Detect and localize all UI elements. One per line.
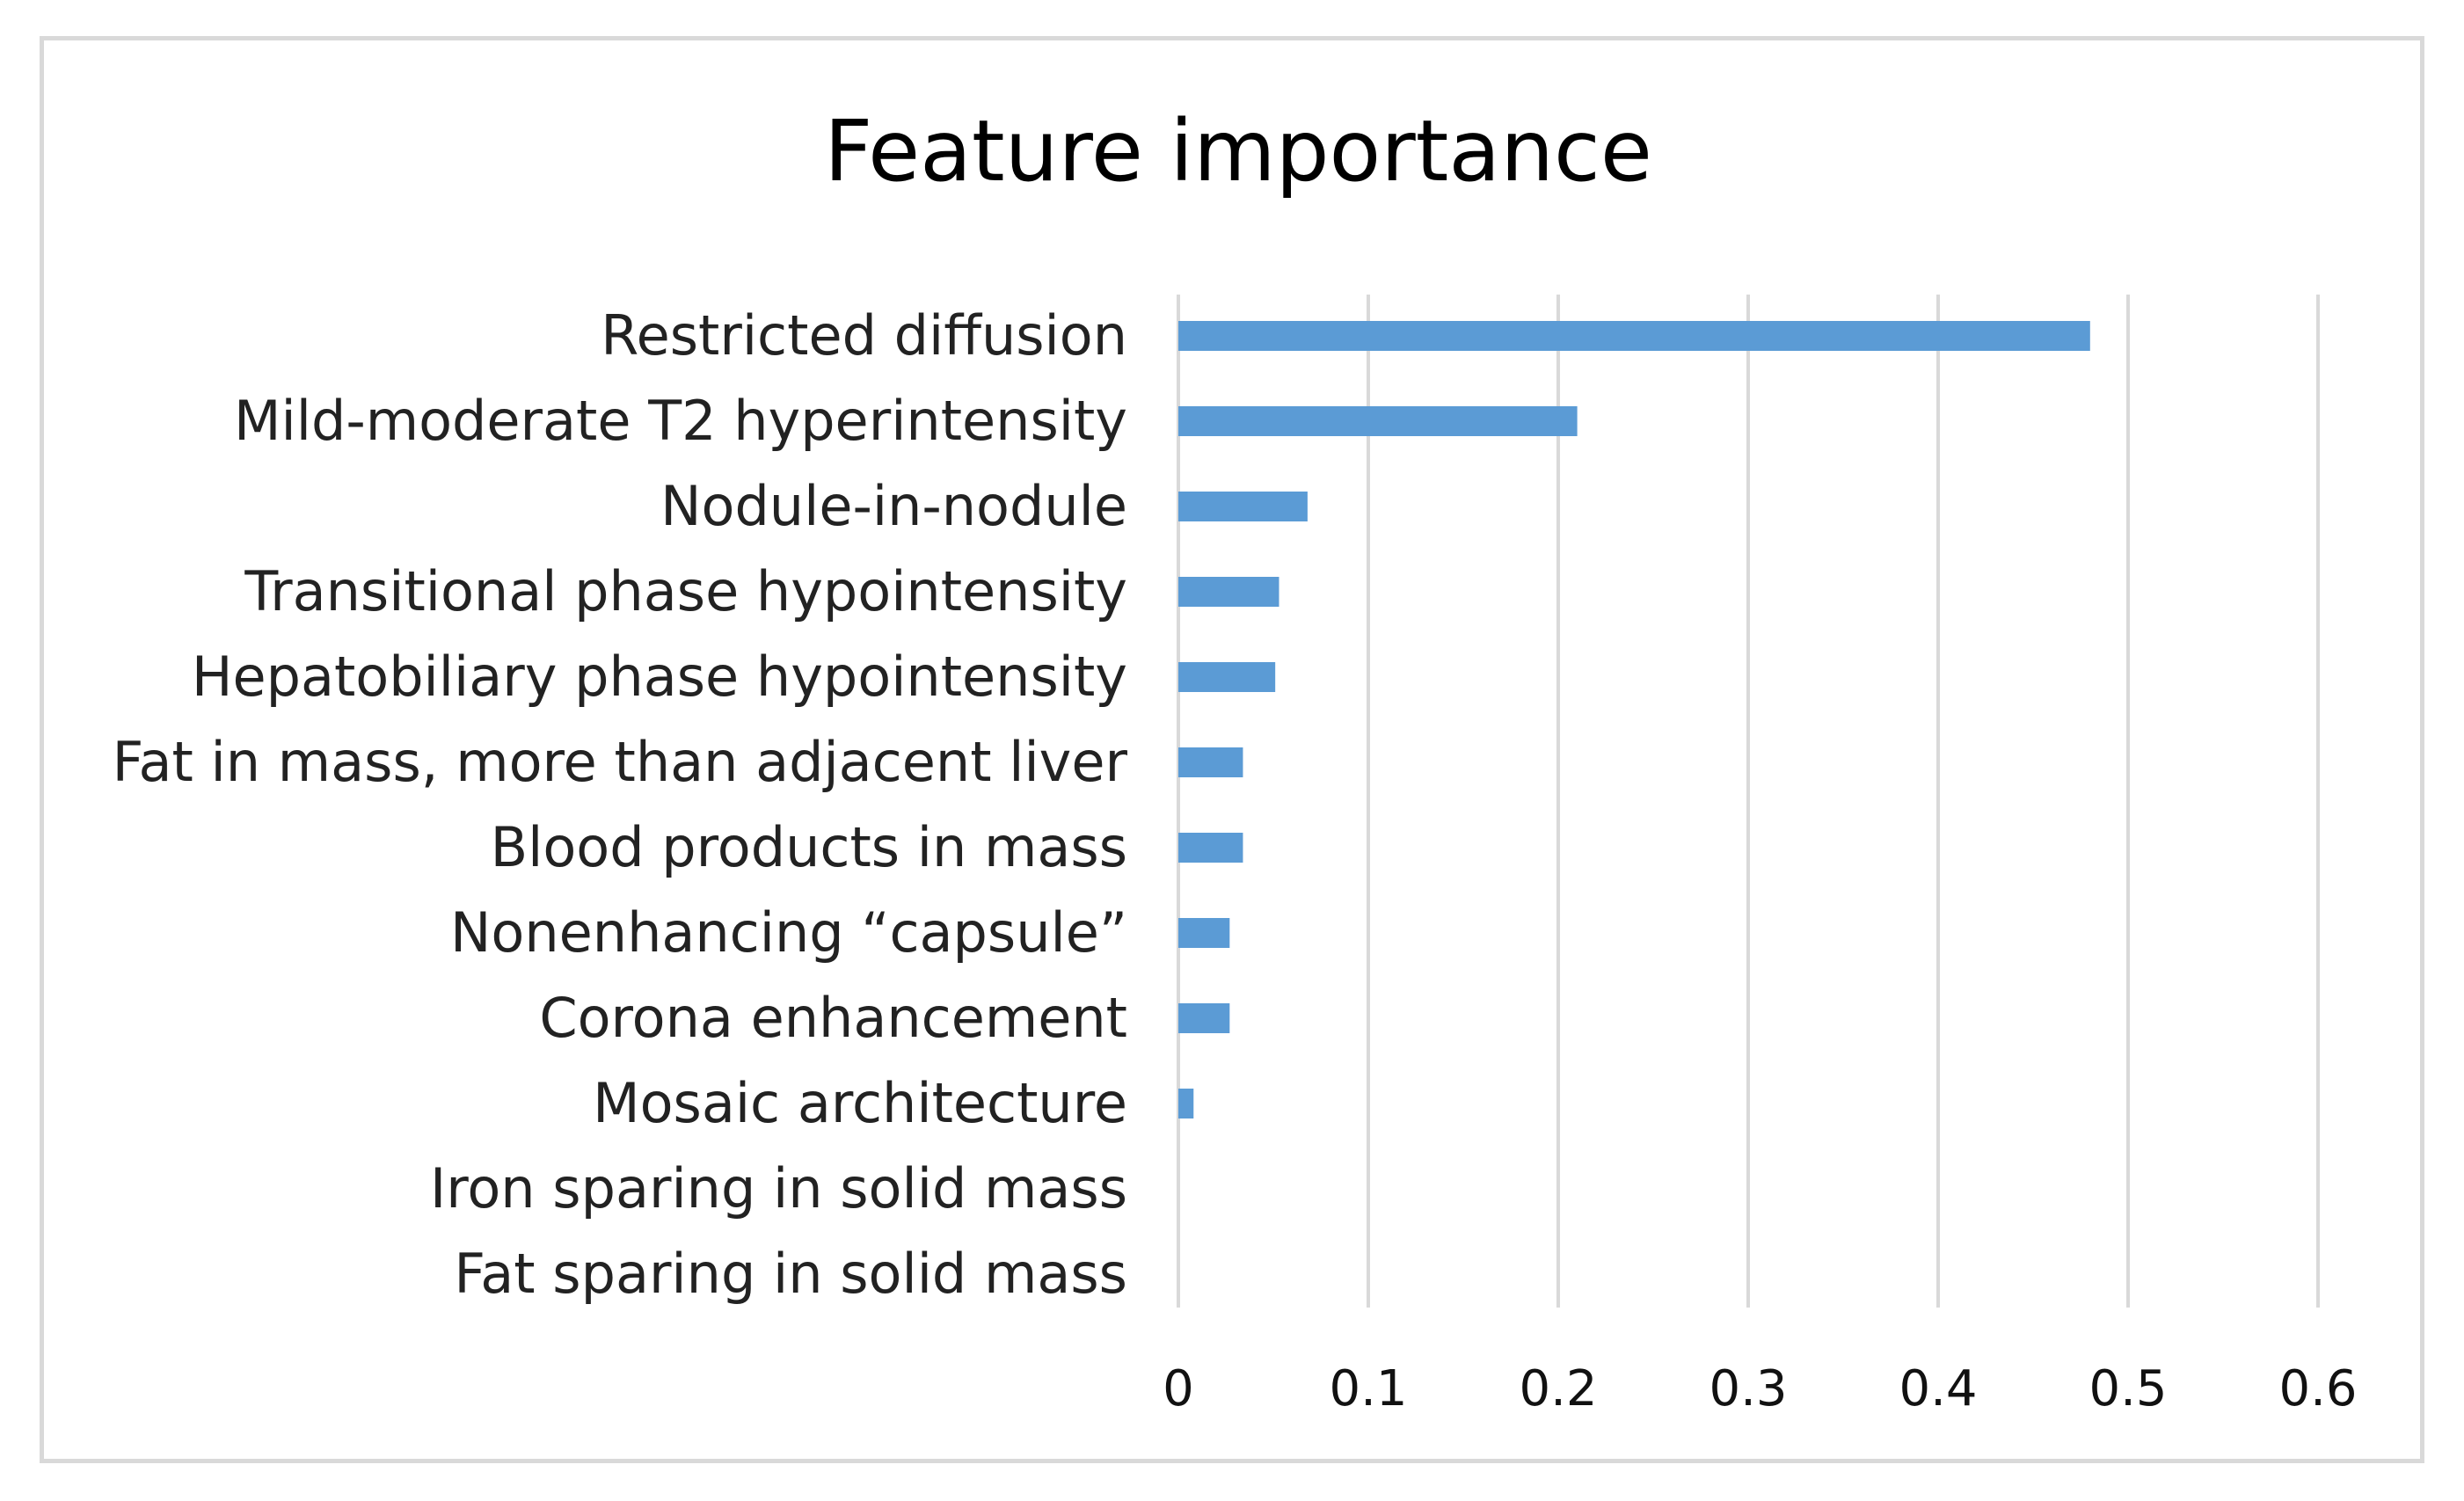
grid-lines [1177, 295, 2320, 1308]
bar-8 [1178, 1003, 1230, 1033]
category-label-9: Mosaic architecture [593, 1071, 1127, 1135]
x-tick-label-0: 0 [1163, 1360, 1194, 1417]
category-label-6: Blood products in mass [491, 815, 1127, 879]
category-label-5: Fat in mass, more than adjacent liver [113, 730, 1128, 794]
bar-3 [1178, 577, 1279, 607]
x-tick-label-1: 0.1 [1329, 1360, 1407, 1417]
category-labels: Restricted diffusion Mild-moderate T2 hyp… [113, 303, 1128, 1306]
category-label-7: Nonenhancing “capsule” [450, 900, 1127, 965]
category-label-11: Fat sparing in solid mass [454, 1242, 1127, 1306]
bar-1 [1178, 406, 1578, 436]
bars [1178, 321, 2090, 1118]
category-label-8: Corona enhancement [539, 986, 1127, 1050]
bar-6 [1178, 833, 1243, 863]
x-tick-label-2: 0.2 [1519, 1360, 1597, 1417]
category-label-1: Mild-moderate T2 hyperintensity [234, 389, 1127, 453]
category-label-10: Iron sparing in solid mass [430, 1156, 1127, 1220]
category-label-2: Nodule-in-nodule [660, 474, 1127, 538]
bar-0 [1178, 321, 2090, 351]
x-tick-label-5: 0.5 [2089, 1360, 2167, 1417]
x-tick-label-4: 0.4 [1899, 1360, 1977, 1417]
category-label-0: Restricted diffusion [601, 303, 1127, 368]
bar-2 [1178, 492, 1308, 521]
x-tick-labels: 0 0.1 0.2 0.3 0.4 0.5 0.6 [1163, 1360, 2357, 1417]
category-label-4: Hepatobiliary phase hypointensity [192, 645, 1127, 709]
bar-5 [1178, 747, 1243, 777]
bar-7 [1178, 918, 1230, 948]
bar-9 [1178, 1089, 1194, 1118]
chart-title: Feature importance [824, 102, 1652, 200]
bar-4 [1178, 662, 1276, 692]
category-label-3: Transitional phase hypointensity [244, 559, 1127, 623]
x-tick-label-3: 0.3 [1709, 1360, 1787, 1417]
x-tick-label-6: 0.6 [2278, 1360, 2357, 1417]
